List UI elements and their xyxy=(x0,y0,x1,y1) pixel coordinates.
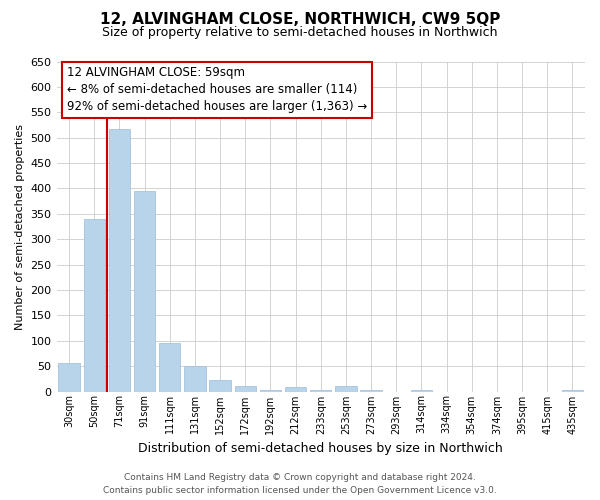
Bar xyxy=(285,387,307,392)
X-axis label: Distribution of semi-detached houses by size in Northwich: Distribution of semi-detached houses by … xyxy=(139,442,503,455)
Bar xyxy=(159,344,181,392)
Bar xyxy=(361,390,382,392)
Y-axis label: Number of semi-detached properties: Number of semi-detached properties xyxy=(15,124,25,330)
Bar xyxy=(562,390,583,392)
Bar xyxy=(83,219,105,392)
Bar xyxy=(209,380,231,392)
Bar xyxy=(184,366,206,392)
Bar xyxy=(109,128,130,392)
Bar xyxy=(335,386,356,392)
Text: 12, ALVINGHAM CLOSE, NORTHWICH, CW9 5QP: 12, ALVINGHAM CLOSE, NORTHWICH, CW9 5QP xyxy=(100,12,500,28)
Bar xyxy=(58,362,80,392)
Bar xyxy=(310,390,331,392)
Text: Contains HM Land Registry data © Crown copyright and database right 2024.
Contai: Contains HM Land Registry data © Crown c… xyxy=(103,474,497,495)
Text: Size of property relative to semi-detached houses in Northwich: Size of property relative to semi-detach… xyxy=(102,26,498,39)
Bar xyxy=(235,386,256,392)
Bar xyxy=(260,390,281,392)
Bar xyxy=(134,191,155,392)
Text: 12 ALVINGHAM CLOSE: 59sqm
← 8% of semi-detached houses are smaller (114)
92% of : 12 ALVINGHAM CLOSE: 59sqm ← 8% of semi-d… xyxy=(67,66,367,114)
Bar xyxy=(411,390,432,392)
